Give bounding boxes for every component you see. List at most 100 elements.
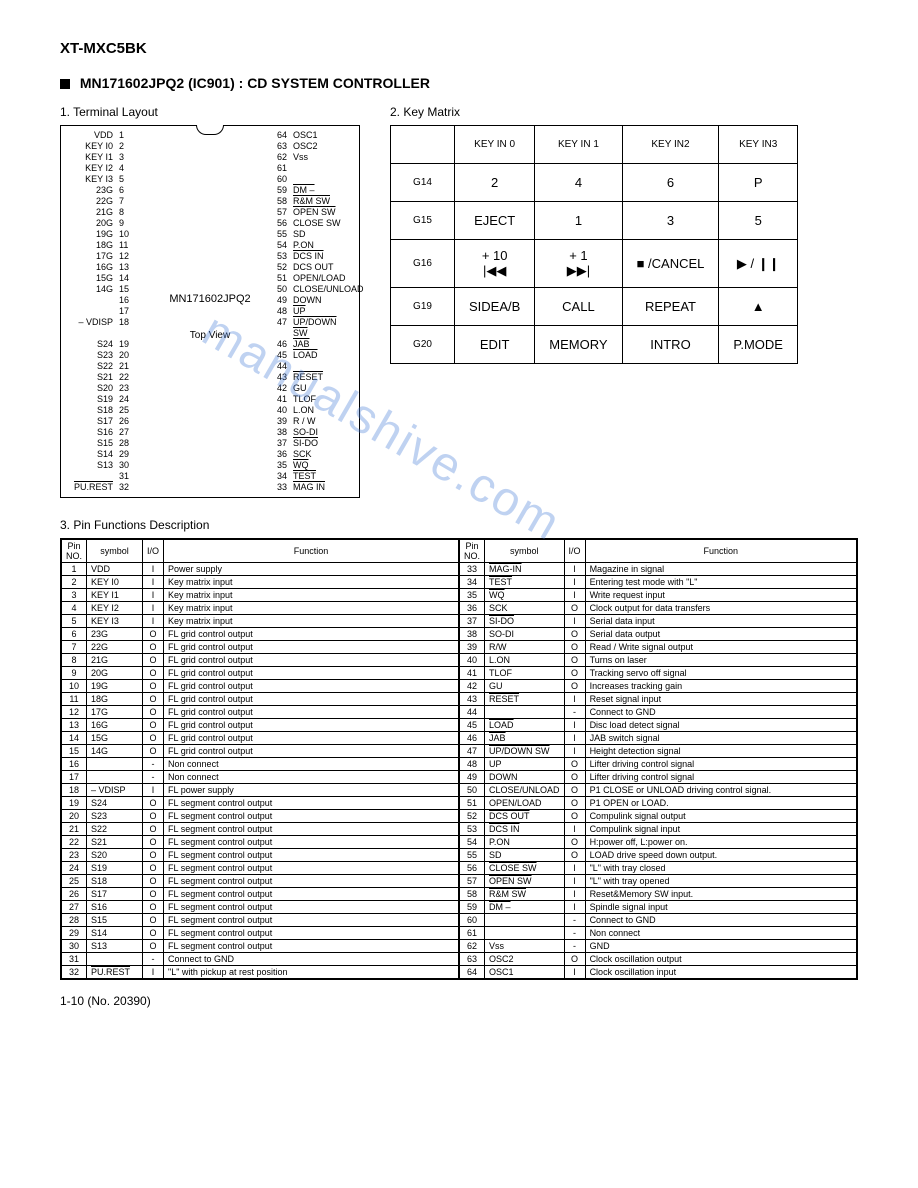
pin-label: OSC1 (293, 130, 353, 141)
pf-row: 20S23OFL segment control output (62, 810, 459, 823)
pf-cell: FL segment control output (164, 797, 459, 810)
pin-row: 23G659DM – (61, 185, 359, 196)
pf-row: 38SO-DIOSerial data output (460, 628, 857, 641)
pf-row: 35WQIWrite request input (460, 589, 857, 602)
pf-row: 44-Connect to GND (460, 706, 857, 719)
pin-label: L.ON (293, 405, 353, 416)
pf-cell: L.ON (485, 654, 565, 667)
pf-cell: 21G (87, 654, 143, 667)
pf-cell: S16 (87, 901, 143, 914)
pin-number: 10 (119, 229, 133, 240)
pf-row: 55SDOLOAD drive speed down output. (460, 849, 857, 862)
pf-cell: I (564, 875, 585, 888)
pin-label: KEY I0 (67, 141, 113, 152)
pin-number: 36 (273, 449, 287, 460)
pf-cell: R&M SW (485, 888, 565, 901)
pf-cell: – VDISP (87, 784, 143, 797)
pin-number: 32 (119, 482, 133, 493)
pf-cell: O (143, 719, 164, 732)
pf-cell: OPEN SW (485, 875, 565, 888)
pin-number: 20 (119, 350, 133, 361)
pf-cell: Reset signal input (585, 693, 856, 706)
pin-label: UP (293, 306, 353, 317)
pf-cell: O (143, 849, 164, 862)
pf-cell: FL grid control output (164, 719, 459, 732)
pf-cell: FL segment control output (164, 849, 459, 862)
km-header: KEY IN3 (719, 126, 798, 164)
pin-row: KEY I3560 (61, 174, 359, 185)
pf-cell: 18 (62, 784, 87, 797)
pf-row: 64OSC1IClock oscillation input (460, 966, 857, 979)
pf-cell: 24 (62, 862, 87, 875)
pin-row: S142936SCK (61, 449, 359, 460)
pf-cell: I (143, 602, 164, 615)
pf-cell: 22G (87, 641, 143, 654)
pf-cell: KEY I2 (87, 602, 143, 615)
pf-cell: 51 (460, 797, 485, 810)
pf-cell: O (143, 901, 164, 914)
pf-cell: FL grid control output (164, 706, 459, 719)
pf-cell: P.ON (485, 836, 565, 849)
section-title-text: MN171602JPQ2 (IC901) : CD SYSTEM CONTROL… (80, 75, 430, 91)
km-row: G19SIDEA/BCALLREPEAT▲ (391, 288, 798, 326)
pf-cell: 64 (460, 966, 485, 979)
pf-cell: SI-DO (485, 615, 565, 628)
pin-label: 20G (67, 218, 113, 229)
pf-cell: Connect to GND (164, 953, 459, 966)
pin-row: S222144 (61, 361, 359, 372)
pin-label: KEY I3 (67, 174, 113, 185)
pf-cell: 6 (62, 628, 87, 641)
pf-cell: O (564, 849, 585, 862)
pf-cell: 15G (87, 732, 143, 745)
pf-cell: O (564, 628, 585, 641)
pf-row: 34TESTIEntering test mode with "L" (460, 576, 857, 589)
pf-cell: FL segment control output (164, 862, 459, 875)
pin-number: 21 (119, 361, 133, 372)
pin-label: TLOF (293, 394, 353, 405)
pin-number: 54 (273, 240, 287, 251)
pf-cell: - (564, 706, 585, 719)
pf-cell: Key matrix input (164, 615, 459, 628)
pf-cell: 15 (62, 745, 87, 758)
pf-cell: O (143, 667, 164, 680)
pf-cell: - (564, 914, 585, 927)
pin-number: 44 (273, 361, 287, 372)
pin-label: PU.REST (67, 482, 113, 493)
pf-cell: Compulink signal input (585, 823, 856, 836)
pin-number: 4 (119, 163, 133, 174)
pf-cell: SO-DI (485, 628, 565, 641)
pf-cell: FL segment control output (164, 927, 459, 940)
pin-label (293, 174, 353, 185)
pf-cell: FL grid control output (164, 641, 459, 654)
pf-header: symbol (87, 540, 143, 563)
pf-cell: FL segment control output (164, 823, 459, 836)
pf-cell: 31 (62, 953, 87, 966)
pf-cell: 16 (62, 758, 87, 771)
pin-number: 55 (273, 229, 287, 240)
pin-label: WQ (293, 460, 353, 471)
pin-number: 59 (273, 185, 287, 196)
pf-cell: 9 (62, 667, 87, 680)
pf-cell: KEY I3 (87, 615, 143, 628)
pin-number: 26 (119, 416, 133, 427)
pf-row: 18– VDISPIFL power supply (62, 784, 459, 797)
pf-cell (485, 927, 565, 940)
pf-row: 49DOWNOLifter driving control signal (460, 771, 857, 784)
pf-cell: I (564, 823, 585, 836)
pf-cell: I (143, 784, 164, 797)
pf-cell: "L" with tray opened (585, 875, 856, 888)
pin-number: 17 (119, 306, 133, 317)
pf-cell: O (143, 680, 164, 693)
pf-row: 41TLOFOTracking servo off signal (460, 667, 857, 680)
pf-cell: 39 (460, 641, 485, 654)
pf-row: 24S19OFL segment control output (62, 862, 459, 875)
pin-number: 14 (119, 273, 133, 284)
pf-cell: 37 (460, 615, 485, 628)
pin-label: SCK (293, 449, 353, 460)
terminal-layout-title: 1. Terminal Layout (60, 105, 360, 119)
pf-row: 57OPEN SWI"L" with tray opened (460, 875, 857, 888)
km-cell: 1 (535, 202, 622, 240)
km-row: G15EJECT135 (391, 202, 798, 240)
pf-cell: O (564, 758, 585, 771)
pf-cell: R/W (485, 641, 565, 654)
